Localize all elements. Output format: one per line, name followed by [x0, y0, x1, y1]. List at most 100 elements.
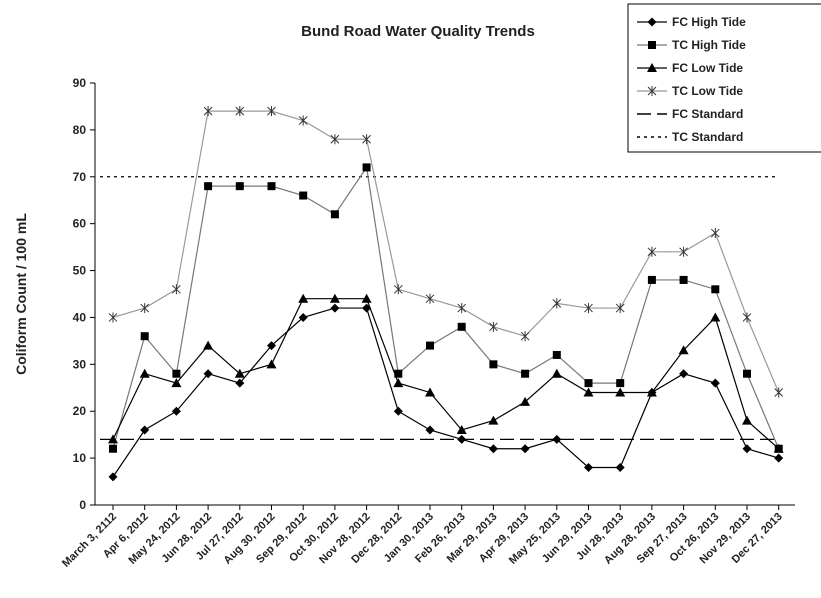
marker	[489, 321, 498, 332]
marker	[647, 63, 657, 72]
marker	[425, 425, 435, 435]
marker	[457, 303, 467, 314]
marker	[108, 312, 118, 323]
y-axis-label: Coliform Count / 100 mL	[13, 213, 29, 375]
marker	[773, 443, 784, 453]
marker	[235, 378, 245, 388]
marker	[425, 387, 435, 397]
marker	[647, 246, 657, 257]
y-tick-label: 50	[73, 264, 87, 278]
marker	[426, 341, 434, 350]
series-line	[112, 298, 780, 450]
y-tick-label: 30	[73, 357, 87, 371]
marker	[393, 406, 403, 416]
marker	[742, 415, 752, 425]
marker	[108, 472, 118, 482]
marker	[140, 425, 150, 435]
marker	[171, 406, 181, 416]
marker	[647, 17, 657, 27]
marker	[172, 284, 181, 295]
y-tick-label: 40	[73, 310, 87, 324]
marker	[298, 312, 308, 322]
x-tick-label: March 3, 2112	[60, 511, 119, 570]
marker	[234, 368, 245, 378]
marker	[774, 453, 784, 463]
y-tick-label: 80	[73, 123, 87, 137]
legend-label: FC Low Tide	[672, 61, 743, 75]
y-tick-label: 10	[73, 451, 87, 465]
marker	[456, 424, 467, 434]
marker	[584, 379, 593, 388]
marker	[266, 359, 277, 369]
marker	[394, 369, 403, 378]
marker	[330, 303, 340, 313]
marker	[520, 331, 530, 342]
legend-label: FC High Tide	[672, 15, 746, 29]
marker	[457, 434, 467, 444]
marker	[172, 369, 181, 378]
marker	[679, 275, 688, 284]
marker	[329, 293, 340, 303]
marker	[710, 378, 720, 388]
marker	[488, 415, 499, 425]
legend-label: TC High Tide	[672, 38, 746, 52]
marker	[615, 303, 625, 314]
marker	[171, 378, 182, 388]
marker	[583, 387, 594, 397]
marker	[647, 275, 656, 284]
marker	[521, 369, 530, 378]
series-line	[112, 165, 780, 449]
marker	[330, 134, 340, 145]
marker	[774, 387, 784, 398]
marker	[330, 210, 339, 219]
marker	[743, 369, 751, 378]
marker	[393, 284, 403, 295]
marker	[140, 332, 149, 341]
marker	[267, 182, 276, 191]
marker	[615, 462, 625, 472]
marker	[646, 387, 657, 397]
legend-label: TC Standard	[672, 130, 743, 144]
marker	[552, 350, 561, 359]
marker	[551, 368, 562, 378]
marker	[139, 368, 150, 378]
chart-title: Bund Road Water Quality Trends	[301, 23, 535, 40]
marker	[108, 434, 118, 444]
marker	[267, 106, 276, 117]
marker	[203, 369, 213, 379]
marker	[552, 434, 562, 444]
legend-box	[627, 3, 821, 153]
series-line	[112, 110, 780, 393]
marker	[204, 182, 213, 191]
marker	[742, 444, 752, 454]
marker	[647, 86, 657, 96]
legend-label: FC Standard	[672, 107, 743, 121]
marker	[393, 378, 404, 388]
marker	[710, 312, 721, 322]
marker	[267, 341, 276, 351]
marker	[584, 462, 593, 472]
marker	[520, 444, 530, 454]
marker	[362, 163, 371, 172]
marker	[488, 444, 498, 454]
marker	[648, 41, 656, 49]
marker	[362, 134, 371, 145]
series-line	[112, 307, 779, 478]
marker	[361, 293, 372, 303]
marker	[425, 293, 435, 304]
marker	[298, 115, 308, 126]
y-tick-label: 60	[73, 217, 87, 231]
marker	[235, 106, 245, 117]
marker	[298, 293, 309, 303]
marker	[679, 246, 688, 257]
marker	[109, 444, 117, 453]
legend-label: TC Low Tide	[672, 84, 743, 98]
y-tick-label: 0	[79, 498, 86, 512]
marker	[203, 340, 214, 350]
marker	[679, 369, 689, 379]
marker	[520, 396, 531, 406]
marker	[710, 228, 720, 239]
marker	[203, 106, 213, 117]
marker	[140, 303, 150, 314]
